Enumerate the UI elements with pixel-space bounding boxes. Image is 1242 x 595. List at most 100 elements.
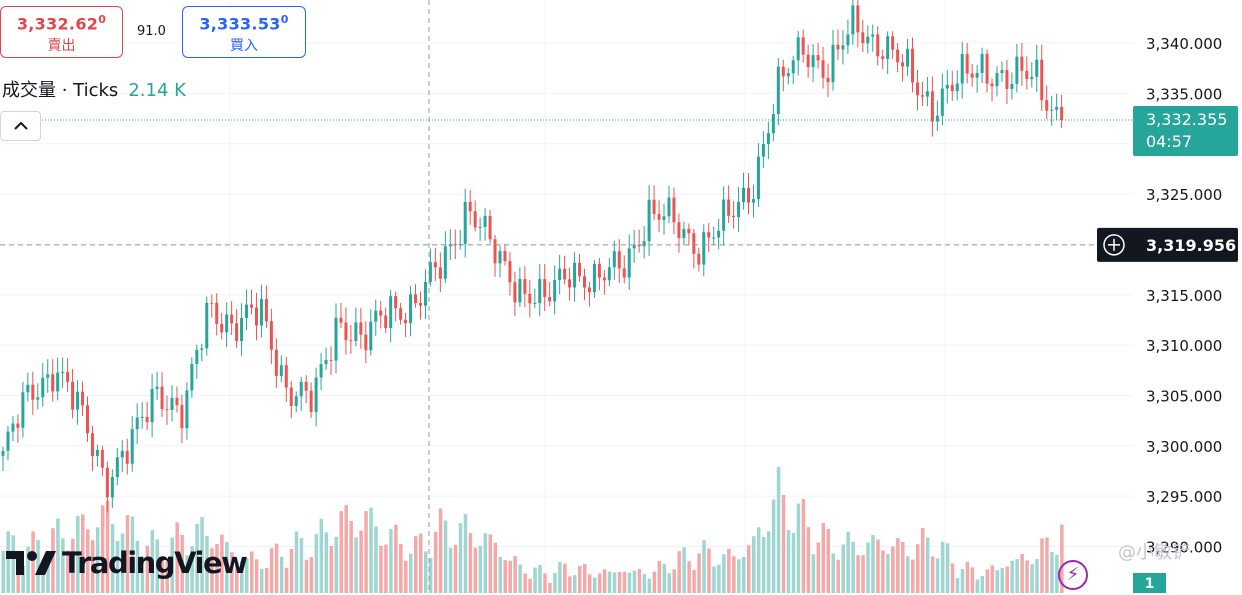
candle-body xyxy=(259,299,263,326)
volume-bar xyxy=(414,536,418,593)
volume-bar xyxy=(662,563,667,593)
candle xyxy=(498,245,502,278)
candle-body xyxy=(1025,70,1029,79)
candle-body xyxy=(289,387,293,406)
volume-bar xyxy=(518,564,522,593)
volume-bar xyxy=(915,544,920,593)
crosshair-price-label: 3,319.956 xyxy=(1097,227,1238,262)
buy-button[interactable]: 3,333.530 買入 xyxy=(182,6,306,58)
candle xyxy=(210,294,214,318)
candle-body xyxy=(642,241,646,247)
candle-body xyxy=(985,53,989,84)
volume-bar xyxy=(672,569,676,593)
candle xyxy=(528,280,532,318)
candle xyxy=(871,24,875,52)
candle xyxy=(538,264,542,317)
candle-body xyxy=(364,334,368,351)
volume-bar xyxy=(513,556,517,593)
plus-circle-icon[interactable] xyxy=(1103,234,1125,256)
volume-bar xyxy=(150,530,155,593)
volume-bar xyxy=(443,520,448,593)
volume-bar xyxy=(135,540,140,593)
candle-body xyxy=(26,384,30,393)
volume-bar xyxy=(71,538,75,593)
candle xyxy=(493,234,497,277)
candle xyxy=(115,447,119,486)
candle xyxy=(965,43,969,84)
candle xyxy=(503,243,507,266)
candle xyxy=(438,252,442,293)
candle-body xyxy=(747,187,750,203)
candle xyxy=(225,302,229,348)
volume-bar xyxy=(816,542,821,593)
candle xyxy=(66,358,70,393)
sell-button[interactable]: 3,332.620 賣出 xyxy=(0,6,123,58)
candle-body xyxy=(110,477,114,498)
candle xyxy=(369,309,373,356)
volume-bar xyxy=(950,563,955,593)
volume-bar xyxy=(756,527,761,593)
candle-body xyxy=(821,60,825,78)
volume-bar xyxy=(458,523,463,593)
candle-body xyxy=(175,397,179,405)
candle-body xyxy=(349,340,353,342)
candle xyxy=(756,142,760,207)
candle xyxy=(170,385,174,422)
candle-body xyxy=(776,66,780,115)
volume-bar xyxy=(652,571,657,593)
candle-body xyxy=(165,409,169,411)
candle-body xyxy=(881,56,885,60)
candle-body xyxy=(160,386,164,410)
candle-body xyxy=(468,201,472,212)
volume-bar xyxy=(319,518,324,593)
volume-bar xyxy=(394,524,398,593)
candle xyxy=(399,302,403,325)
candle xyxy=(309,382,313,418)
volume-bar xyxy=(284,567,289,593)
candle-body xyxy=(1045,100,1049,111)
tradingview-logo[interactable]: TradingView xyxy=(6,546,248,580)
volume-bar xyxy=(801,499,806,593)
scale-badge[interactable]: 1 xyxy=(1133,573,1166,593)
candle-body xyxy=(483,215,487,227)
volume-bar xyxy=(225,542,229,593)
volume-bar xyxy=(587,574,592,593)
volume-bar xyxy=(36,539,40,593)
volume-bar xyxy=(677,551,681,593)
candle xyxy=(443,231,447,284)
collapse-legend-button[interactable] xyxy=(0,111,41,141)
volume-bar xyxy=(259,568,264,593)
volume-bar xyxy=(657,560,662,593)
candle-body xyxy=(31,384,35,400)
candle xyxy=(722,186,726,246)
candle xyxy=(612,240,616,280)
candle-body xyxy=(831,44,835,83)
candle xyxy=(120,440,124,473)
candle xyxy=(717,218,721,250)
candle-body xyxy=(1020,56,1024,71)
candle xyxy=(1040,44,1044,111)
candle xyxy=(1005,60,1009,105)
candle-body xyxy=(389,296,393,328)
volume-bar xyxy=(886,554,890,593)
lightning-icon[interactable]: ⚡ xyxy=(1058,560,1088,590)
candle xyxy=(836,29,840,60)
candle-body xyxy=(975,72,979,78)
candle xyxy=(379,300,383,329)
candle xyxy=(254,292,258,341)
volume-bar xyxy=(483,533,488,593)
candle-body xyxy=(851,5,855,35)
candle xyxy=(46,359,50,393)
volume-bar xyxy=(448,547,453,593)
candle xyxy=(786,67,790,85)
candle-body xyxy=(155,386,159,390)
candle xyxy=(687,223,691,246)
candle-body xyxy=(498,251,502,264)
volume-bar xyxy=(155,539,160,593)
candle-body xyxy=(920,95,924,97)
volume-bar xyxy=(339,511,343,593)
candle xyxy=(896,43,900,73)
candle-body xyxy=(284,365,288,388)
candle-body xyxy=(587,287,591,293)
